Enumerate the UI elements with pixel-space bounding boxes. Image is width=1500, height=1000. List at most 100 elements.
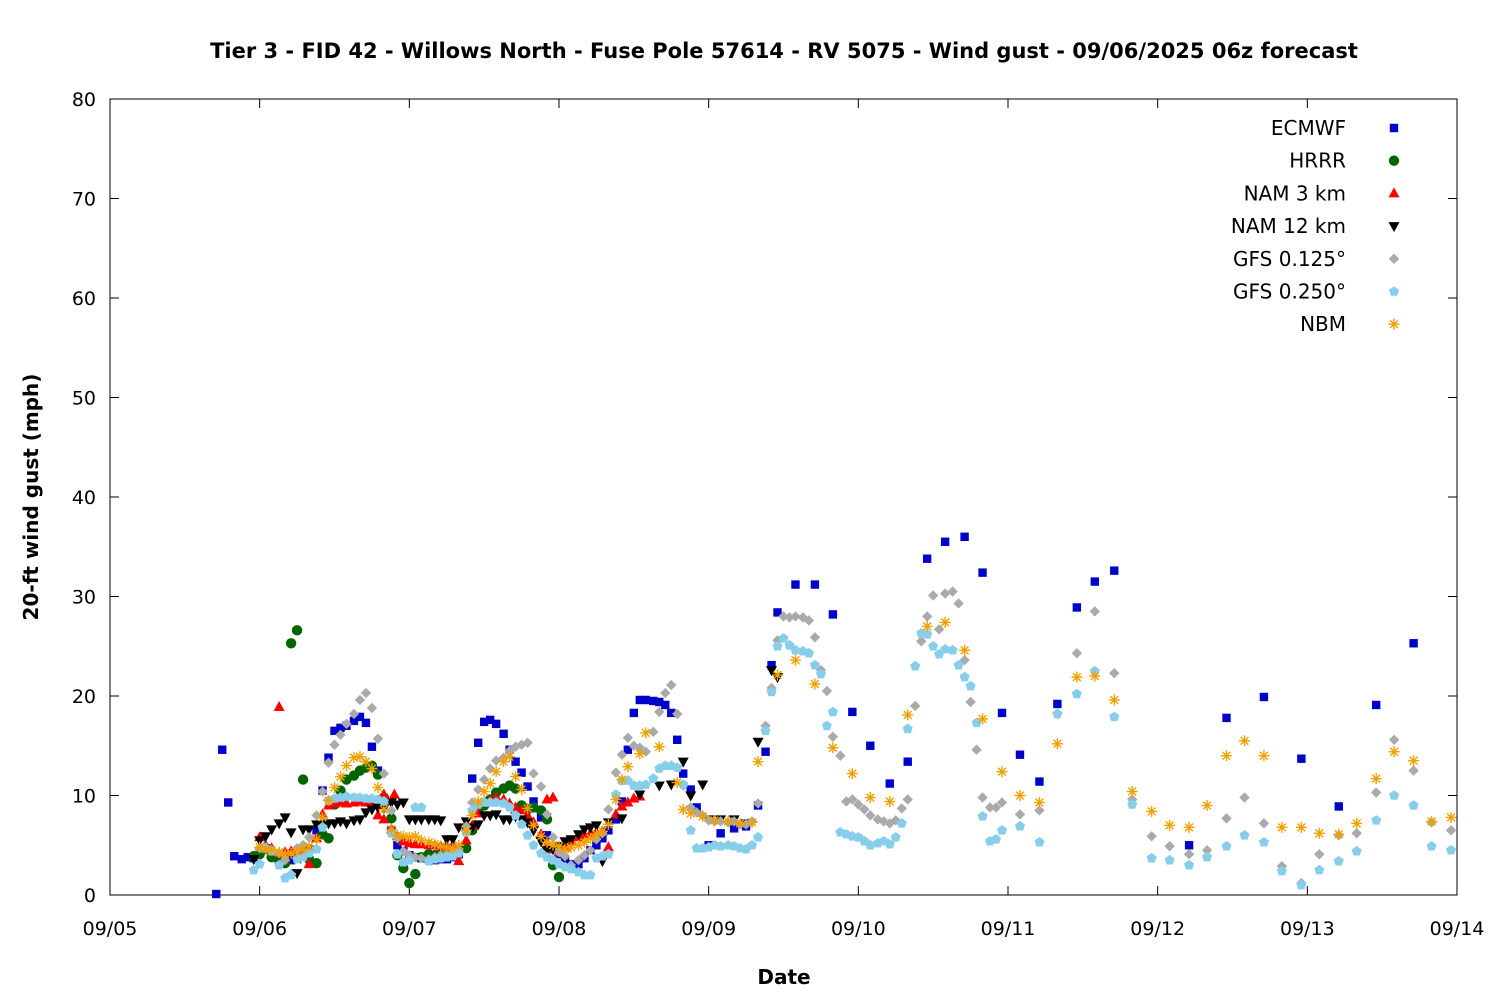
- gfs-0-250-point: [865, 839, 876, 850]
- nbm-point: [466, 809, 478, 821]
- gfs-0-250-point: [286, 869, 297, 880]
- gfs-0-250-point: [341, 791, 352, 801]
- ecmwf-point: [1072, 603, 1082, 612]
- nam-12-km-point: [685, 791, 697, 802]
- ecmwf-point: [661, 700, 670, 710]
- nbm-point: [752, 756, 764, 768]
- ecmwf-point: [1371, 700, 1381, 710]
- x-axis-label: Date: [757, 965, 810, 989]
- nbm-stroke: [1259, 751, 1269, 761]
- hrrr-point: [297, 774, 309, 785]
- x-tick-label: 09/06: [232, 918, 287, 940]
- nbm-point: [671, 777, 683, 789]
- nbm-stroke: [267, 845, 277, 855]
- gfs-0-125-point: [853, 799, 864, 810]
- gfs-0-250-point: [922, 629, 933, 639]
- ecmwf-point: [1222, 713, 1231, 723]
- gfs-0-125-point: [648, 726, 659, 738]
- gfs-0-250-point: [753, 831, 764, 842]
- ecmwf-point: [828, 610, 838, 619]
- gfs-0-125-point: [386, 805, 397, 816]
- nbm-stroke: [672, 778, 682, 787]
- y-tick-label: 70: [72, 189, 96, 211]
- nbm-point: [677, 803, 689, 815]
- nbm-point: [472, 795, 484, 807]
- ecmwf-point: [903, 757, 912, 766]
- y-tick-label: 30: [72, 587, 96, 609]
- nam-12-km-point: [584, 823, 596, 834]
- nbm-stroke: [1352, 818, 1362, 828]
- gfs-0-125-point: [902, 794, 913, 805]
- nbm-stroke: [379, 805, 389, 814]
- nbm-point: [1071, 671, 1083, 683]
- gfs-0-125-point: [790, 611, 801, 622]
- ecmwf-point: [467, 774, 477, 783]
- ecmwf-point: [673, 735, 682, 744]
- nam-12-km-point: [354, 815, 366, 826]
- nbm-stroke: [523, 804, 532, 813]
- nbm-point: [409, 830, 421, 842]
- ecmwf-point: [336, 723, 345, 733]
- nbm-point: [1221, 750, 1233, 762]
- hrrr-point: [291, 625, 303, 636]
- ecmwf-point: [499, 729, 508, 739]
- nbm-stroke: [940, 617, 950, 627]
- legend-marker-nbm: [1388, 318, 1400, 330]
- gfs-0-125-point: [1146, 831, 1157, 842]
- gfs-0-250-point: [378, 796, 389, 806]
- gfs-0-125-point: [752, 798, 764, 809]
- nbm-stroke: [791, 655, 800, 665]
- ecmwf-point: [716, 829, 725, 838]
- nam-12-km-point: [260, 832, 272, 843]
- nbm-stroke: [1371, 774, 1381, 783]
- nbm-stroke: [424, 837, 434, 847]
- gfs-0-250-point: [1276, 865, 1287, 876]
- nbm-stroke: [536, 831, 546, 841]
- nbm-stroke: [1072, 672, 1082, 682]
- nbm-stroke: [554, 841, 564, 851]
- nam-12-km-point: [366, 805, 378, 816]
- ecmwf-point: [686, 785, 695, 794]
- nbm-stroke: [361, 757, 371, 767]
- gfs-0-125-point: [378, 768, 390, 779]
- gfs-0-125-point: [971, 744, 982, 755]
- nbm-stroke: [274, 847, 284, 857]
- gfs-0-125-point: [559, 850, 571, 862]
- gfs-0-125-point: [803, 615, 815, 626]
- ecmwf-point: [473, 738, 483, 747]
- gfs-0-250-point: [603, 848, 614, 859]
- nbm-point: [578, 836, 590, 848]
- ecmwf-point: [243, 852, 252, 862]
- nbm-stroke: [416, 835, 426, 845]
- nam-12-km-point: [490, 810, 502, 821]
- nbm-point: [323, 794, 335, 806]
- nam-12-km-point: [391, 800, 403, 811]
- gfs-0-125-point: [921, 611, 933, 622]
- nbm-stroke: [1314, 828, 1324, 838]
- gfs-0-250-point: [953, 659, 964, 670]
- ecmwf-point: [649, 696, 658, 706]
- gfs-0-250-point: [1445, 844, 1457, 855]
- nbm-point: [709, 814, 721, 826]
- gfs-0-125-point: [1445, 825, 1457, 836]
- gfs-0-250-point: [971, 717, 982, 728]
- nbm-point: [334, 771, 346, 783]
- gfs-0-125-point: [490, 755, 502, 766]
- nbm-point: [490, 766, 502, 778]
- nbm-stroke: [698, 812, 708, 821]
- nbm-point: [1408, 755, 1420, 767]
- nbm-point: [772, 669, 784, 681]
- nam-3-km-point: [273, 700, 285, 711]
- x-tick-label: 09/14: [1430, 918, 1485, 940]
- nbm-stroke: [1409, 756, 1418, 766]
- gfs-0-125-point: [348, 708, 360, 720]
- gfs-0-250-point: [902, 723, 913, 734]
- ecmwf-point: [623, 745, 633, 754]
- ecmwf-point: [349, 716, 359, 726]
- nam-12-km-point: [677, 757, 689, 768]
- nam-3-km-point: [547, 791, 559, 802]
- nbm-point: [303, 840, 315, 852]
- nbm-stroke: [499, 757, 509, 767]
- hrrr-point: [323, 833, 334, 844]
